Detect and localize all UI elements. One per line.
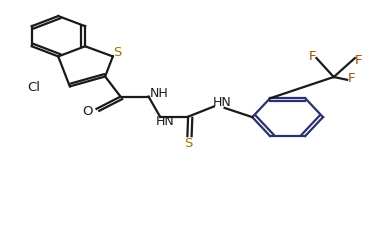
- Text: F: F: [348, 72, 356, 85]
- Text: S: S: [113, 46, 122, 59]
- Text: Cl: Cl: [27, 81, 41, 94]
- Text: HN: HN: [156, 115, 174, 128]
- Text: S: S: [184, 137, 192, 150]
- Text: O: O: [82, 105, 92, 118]
- Text: NH: NH: [150, 87, 169, 100]
- Text: F: F: [309, 50, 316, 63]
- Text: HN: HN: [213, 96, 232, 109]
- Text: F: F: [355, 54, 363, 67]
